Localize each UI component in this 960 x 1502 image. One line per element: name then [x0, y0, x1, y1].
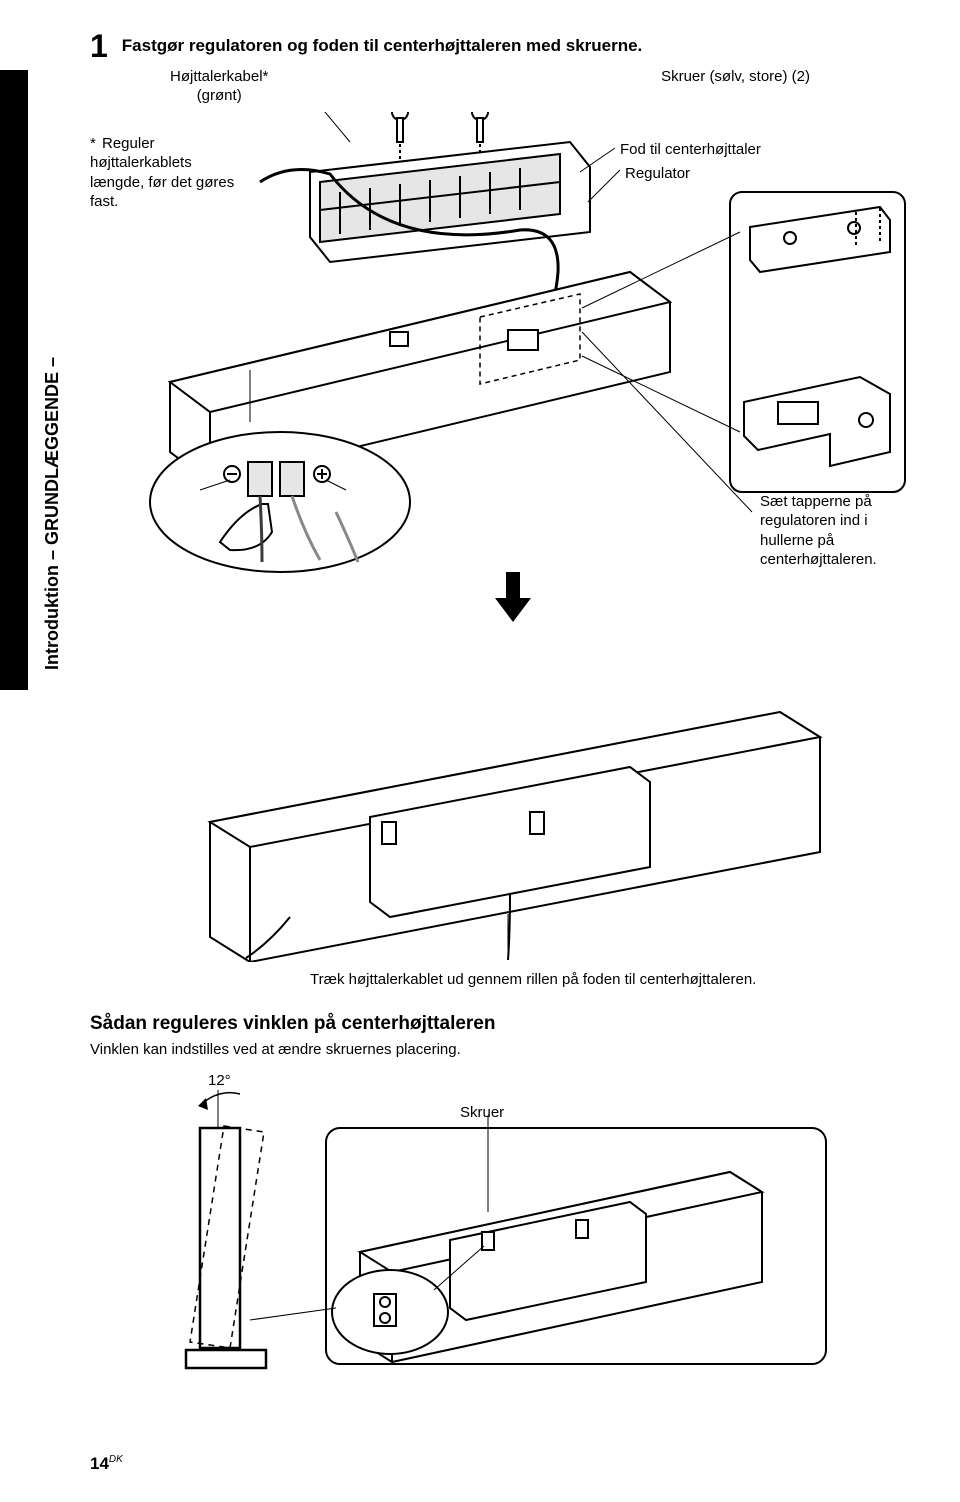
top-labels-row: Højttalerkabel* (grønt) Skruer (sølv, st… [170, 68, 810, 106]
angle-text: Vinklen kan indstilles ved at ændre skru… [90, 1041, 930, 1058]
step-number: 1 [90, 30, 108, 62]
cable-label-line2: (grønt) [197, 87, 242, 104]
step-title: Fastgør regulatoren og foden til centerh… [122, 30, 642, 56]
cable-label-line1: Højttalerkabel* [170, 68, 268, 85]
page-lang: DK [109, 1454, 123, 1465]
screws-label: Skruer (sølv, store) (2) [661, 68, 810, 106]
cable-caption: Træk højttalerkablet ud gennem rillen på… [310, 970, 770, 990]
page-content: 1 Fastgør regulatoren og foden til cente… [90, 30, 930, 1392]
side-section-label: Introduktion – GRUNDLÆGGENDE – [42, 357, 63, 670]
angle-heading: Sådan reguleres vinklen på centerhøjttal… [90, 1013, 930, 1035]
assembled-diagram [150, 682, 870, 962]
page-number: 14DK [90, 1454, 123, 1474]
cable-label: Højttalerkabel* (grønt) [170, 68, 268, 106]
exploded-svg [90, 112, 910, 672]
angle-diagram-row: 12° Skruer [90, 1072, 930, 1392]
exploded-diagram: *Reguler højttalerkablets længde, før de… [90, 112, 910, 672]
step-row: 1 Fastgør regulatoren og foden til cente… [90, 30, 930, 62]
side-tab [0, 70, 28, 690]
angle-svg [90, 1072, 850, 1392]
page-number-value: 14 [90, 1454, 109, 1473]
